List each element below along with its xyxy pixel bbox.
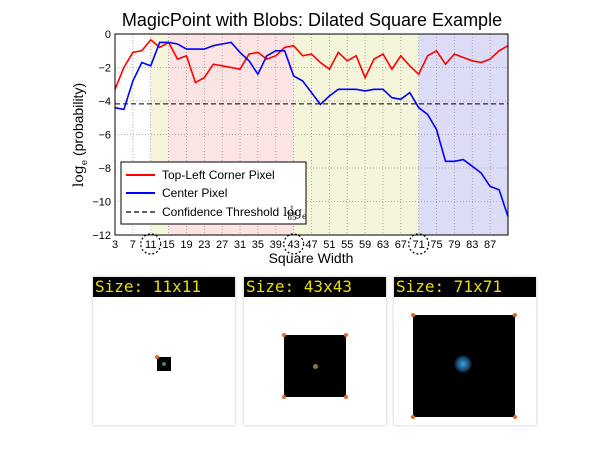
series-line-top-left-corner (114, 38, 509, 90)
highlight-ring (408, 233, 430, 255)
x-axis-label: Square Width (269, 250, 354, 266)
chart-title: MagicPoint with Blobs: Dilated Square Ex… (122, 10, 502, 30)
highlight-ring (140, 233, 162, 255)
x-tick-label: 39 (270, 239, 282, 251)
y-axis-label: loge (probability) (70, 83, 90, 187)
legend-label-threshold: Confidence Threshold loge (162, 205, 307, 221)
x-tick-label: 7 (130, 239, 136, 251)
x-tick-label: 87 (484, 239, 496, 251)
legend: Top-Left Corner Pixel Center Pixel Confi… (120, 161, 307, 225)
thumbnail-label-bar: Size: 11x11 (93, 277, 235, 297)
region-band (293, 34, 419, 235)
legend-label-center: Center Pixel (162, 186, 227, 200)
y-tick-label: 0 (105, 29, 111, 41)
x-tick-label: 71 (413, 239, 425, 251)
chart: 0−2−4−6−8−10−12 3 7 11 15 19 23 27 31 35 39 43 47 51… (70, 10, 509, 266)
legend-fraction-num: 1 (290, 205, 294, 213)
corner-point (513, 313, 517, 317)
x-tick-label: 67 (395, 239, 407, 251)
plot-frame (114, 33, 509, 236)
thumbnail-large: Size: 71x71 (394, 277, 536, 425)
series-line-center-pixel (114, 41, 509, 217)
thumbnail-label: Size: 11x11 (95, 277, 201, 296)
highlight-ring (283, 233, 305, 255)
corner-point (344, 333, 348, 337)
corner-point (282, 333, 286, 337)
x-tick-label: 59 (359, 239, 371, 251)
x-tick-label: 47 (305, 239, 317, 251)
x-tick-label: 23 (198, 239, 210, 251)
x-tick-label: 55 (341, 239, 353, 251)
legend-fraction-den: 65 (288, 214, 297, 222)
corner-point (282, 395, 286, 399)
center-blob (162, 362, 166, 366)
corner-point (344, 395, 348, 399)
x-tick-label: 27 (216, 239, 228, 251)
x-tick-label: 51 (323, 239, 335, 251)
thumbnail-label-bar: Size: 71x71 (394, 277, 536, 297)
corner-point (513, 415, 517, 419)
x-tick-label: 75 (430, 239, 442, 251)
y-tick-label: −2 (98, 63, 111, 75)
corner-point (411, 313, 415, 317)
y-tick-label: −6 (98, 130, 111, 142)
x-tick-label: 79 (448, 239, 460, 251)
thumbnail-label: Size: 43x43 (246, 277, 352, 296)
y-tick-label: −8 (98, 163, 111, 175)
y-tick-label: −4 (98, 96, 111, 108)
x-tick-label: 11 (145, 239, 156, 251)
x-tick-label: 43 (288, 239, 300, 251)
center-blob (313, 364, 318, 369)
y-tick-label: −10 (92, 197, 111, 209)
x-tick-label: 83 (466, 239, 478, 251)
corner-point (411, 415, 415, 419)
thumbnail-label: Size: 71x71 (396, 277, 502, 296)
thumbnail-label-bar: Size: 43x43 (244, 277, 386, 297)
thumbnail-medium: Size: 43x43 (244, 277, 386, 425)
legend-label-top-left: Top-Left Corner Pixel (162, 168, 275, 182)
x-tick-label: 19 (180, 239, 192, 251)
thumbnail-small: Size: 11x11 (93, 277, 235, 425)
y-tick-label: −12 (92, 230, 111, 242)
x-tick-label: 35 (252, 239, 264, 251)
x-tick-label: 15 (162, 239, 174, 251)
corner-point (155, 355, 159, 359)
x-tick-label: 63 (377, 239, 389, 251)
x-tick-label: 31 (234, 239, 246, 251)
x-tick-label: 3 (112, 239, 118, 251)
center-blob (454, 355, 472, 373)
